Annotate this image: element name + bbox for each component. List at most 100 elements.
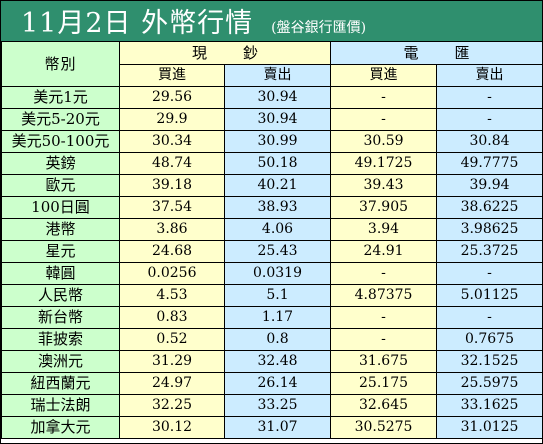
cash-sell-cell: 0.0319	[223, 262, 332, 285]
table-row: 紐西蘭元 24.97 26.14 25.175 25.5975	[1, 372, 543, 395]
cash-sell-header: 賣出	[223, 64, 332, 87]
tt-sell-cell: 31.0125	[436, 416, 543, 439]
table-row: 英鎊 48.74 50.18 49.1725 49.7775	[1, 152, 543, 175]
tt-buy-cell: 37.905	[330, 196, 438, 219]
cash-sell-cell: 38.93	[223, 196, 332, 219]
cash-buy-cell: 4.53	[119, 284, 225, 307]
cash-buy-cell: 24.68	[119, 240, 225, 263]
currency-cell: 新台幣	[1, 306, 120, 329]
cash-buy-cell: 29.56	[119, 86, 225, 109]
cash-sell-cell: 25.43	[223, 240, 332, 263]
cash-buy-cell: 48.74	[119, 152, 225, 175]
cash-sell-cell: 5.1	[223, 284, 332, 307]
rate-table: 幣別 現鈔 電匯 買進 賣出 買進 賣出 美元1元 29.56 30.94- - 美元5…	[1, 41, 543, 439]
tt-buy-cell: -	[330, 86, 438, 109]
tt-sell-cell: 25.5975	[436, 372, 543, 395]
currency-cell: 港幣	[1, 218, 120, 241]
tt-sell-cell: 30.84	[436, 130, 543, 153]
tt-buy-cell: 30.59	[330, 130, 438, 153]
currency-cell: 美元5-20元	[1, 108, 120, 131]
tt-buy-cell: 3.94	[330, 218, 438, 241]
cash-sell-cell: 30.94	[223, 86, 332, 109]
cash-buy-cell: 0.0256	[119, 262, 225, 285]
cash-buy-header: 買進	[119, 64, 225, 87]
cash-buy-cell: 24.97	[119, 372, 225, 395]
cash-sell-cell: 31.07	[223, 416, 332, 439]
cash-buy-cell: 0.52	[119, 328, 225, 351]
table-row: 人民幣 4.53 5.1 4.87375 5.01125	[1, 284, 543, 307]
cash-sell-cell: 1.17	[223, 306, 332, 329]
table-row: 星元 24.68 25.43 24.91 25.3725	[1, 240, 543, 263]
tt-sell-cell: 39.94	[436, 174, 543, 197]
tt-sell-cell: 49.7775	[436, 152, 543, 175]
tt-sell-cell: 0.7675	[436, 328, 543, 351]
tt-sell-header: 賣出	[436, 64, 543, 87]
cash-sell-cell: 32.48	[223, 350, 332, 373]
currency-cell: 紐西蘭元	[1, 372, 120, 395]
currency-cell: 菲披索	[1, 328, 120, 351]
tt-sell-cell: 3.98625	[436, 218, 543, 241]
header-row-groups: 幣別 現鈔 電匯	[1, 41, 543, 87]
tt-sell-cell: 32.1525	[436, 350, 543, 373]
cash-sell-cell: 30.94	[223, 108, 332, 131]
tt-buy-cell: -	[330, 108, 438, 131]
table-row: 菲披索 0.52 0.8-0.7675	[1, 328, 543, 351]
table-row: 美元1元 29.56 30.94- -	[1, 86, 543, 109]
tt-buy-cell: 49.1725	[330, 152, 438, 175]
table-row: 瑞士法朗 32.25 33.25 32.645 33.1625	[1, 394, 543, 417]
cash-buy-cell: 30.12	[119, 416, 225, 439]
tt-buy-cell: 24.91	[330, 240, 438, 263]
cash-sell-cell: 33.25	[223, 394, 332, 417]
cash-group-header: 現鈔	[118, 41, 332, 65]
tt-buy-cell: 39.43	[330, 174, 438, 197]
table-row: 韓圓 0.0256 0.0319- -	[1, 262, 543, 285]
tt-buy-cell: -	[330, 262, 438, 285]
table-row: 美元5-20元 29.9 30.94- -	[1, 108, 543, 131]
tt-sell-cell: -	[436, 86, 543, 109]
currency-column-header: 幣別	[1, 41, 120, 87]
tt-sell-cell: -	[436, 262, 543, 285]
cash-buy-cell: 37.54	[119, 196, 225, 219]
tt-buy-cell: 30.5275	[330, 416, 438, 439]
currency-cell: 英鎊	[1, 152, 120, 175]
currency-cell: 歐元	[1, 174, 120, 197]
cash-sell-cell: 40.21	[223, 174, 332, 197]
currency-cell: 100日圓	[1, 196, 120, 219]
tt-group-header: 電匯	[330, 41, 543, 65]
tt-sell-cell: 38.6225	[436, 196, 543, 219]
currency-cell: 澳洲元	[1, 350, 120, 373]
currency-cell: 人民幣	[1, 284, 120, 307]
tt-buy-cell: -	[330, 328, 438, 351]
cash-sell-cell: 30.99	[223, 130, 332, 153]
tt-sell-cell: 33.1625	[436, 394, 543, 417]
table-row: 加拿大元 30.12 31.07 30.5275 31.0125	[1, 416, 543, 439]
cash-buy-cell: 3.86	[119, 218, 225, 241]
header-row-sub: 買進 賣出 買進 賣出	[2, 64, 543, 87]
tt-buy-cell: 4.87375	[330, 284, 438, 307]
table-row: 澳洲元 31.29 32.48 31.675 32.1525	[1, 350, 543, 373]
table-row: 100日圓 37.54 38.93 37.905 38.6225	[1, 196, 543, 219]
tt-buy-cell: 25.175	[330, 372, 438, 395]
cash-buy-cell: 32.25	[119, 394, 225, 417]
tt-sell-cell: -	[436, 108, 543, 131]
currency-cell: 韓圓	[1, 262, 120, 285]
currency-cell: 星元	[1, 240, 120, 263]
cash-buy-cell: 0.83	[119, 306, 225, 329]
tt-sell-cell: -	[436, 306, 543, 329]
page-subtitle: (盤谷銀行匯價)	[271, 20, 367, 36]
tt-buy-cell: 31.675	[330, 350, 438, 373]
currency-cell: 美元50-100元	[1, 130, 120, 153]
tt-sell-cell: 5.01125	[436, 284, 543, 307]
page-title: 11月2日 外幣行情	[21, 8, 254, 39]
cash-buy-cell: 30.34	[119, 130, 225, 153]
cash-buy-cell: 39.18	[119, 174, 225, 197]
cash-buy-cell: 31.29	[119, 350, 225, 373]
tt-buy-header: 買進	[330, 64, 438, 87]
title-bar: 11月2日 外幣行情 (盤谷銀行匯價)	[1, 1, 542, 41]
currency-cell: 瑞士法朗	[1, 394, 120, 417]
tt-sell-cell: 25.3725	[436, 240, 543, 263]
cash-buy-cell: 29.9	[119, 108, 225, 131]
currency-cell: 美元1元	[1, 86, 120, 109]
cash-sell-cell: 0.8	[223, 328, 332, 351]
